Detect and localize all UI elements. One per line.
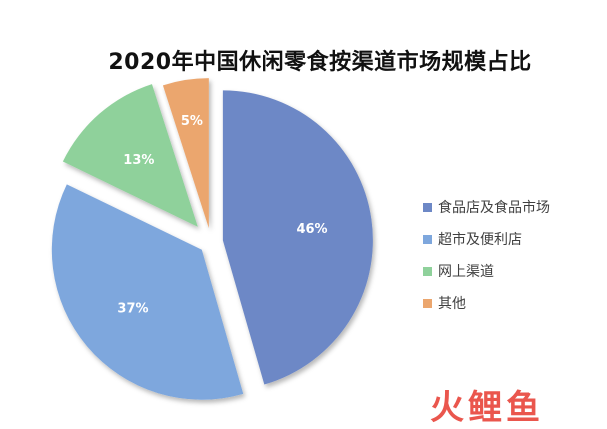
pie-data-label-4: 5% bbox=[181, 114, 203, 129]
legend-item-3: 网上渠道 bbox=[423, 255, 550, 287]
legend-swatch bbox=[423, 202, 432, 212]
legend-swatch bbox=[423, 298, 432, 308]
chart-legend: 食品店及食品市场 超市及便利店 网上渠道其他 bbox=[423, 191, 550, 319]
legend-label: 网上渠道 bbox=[438, 264, 494, 280]
pie-slice-1 bbox=[222, 90, 373, 385]
legend-swatch bbox=[423, 234, 432, 244]
watermark-logo: 火鲤鱼 bbox=[430, 388, 544, 428]
pie-data-label-3: 13% bbox=[123, 153, 154, 168]
pie-slice-4 bbox=[162, 78, 209, 229]
legend-label: 其他 bbox=[438, 296, 466, 312]
legend-item-2: 超市及便利店 bbox=[423, 223, 550, 255]
pie-slice-2 bbox=[51, 184, 244, 400]
legend-item-4: 其他 bbox=[423, 287, 550, 319]
chart-title: 2020年中国休闲零食按渠道市场规模占比 bbox=[108, 50, 532, 75]
pie-data-label-2: 37% bbox=[117, 302, 148, 317]
pie-data-label-1: 46% bbox=[296, 222, 327, 237]
pie-slice-3 bbox=[62, 84, 198, 227]
legend-label: 超市及便利店 bbox=[438, 232, 522, 248]
legend-swatch bbox=[423, 266, 432, 276]
legend-item-1: 食品店及食品市场 bbox=[423, 191, 550, 223]
legend-label: 食品店及食品市场 bbox=[438, 200, 550, 216]
